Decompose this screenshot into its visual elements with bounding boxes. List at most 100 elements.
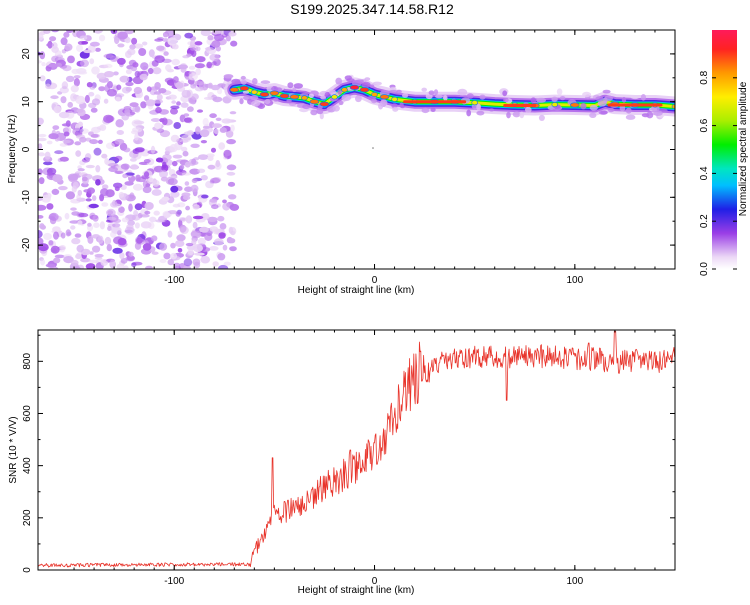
- noise-speckle: [117, 31, 128, 40]
- spectrogram-ylabel: Frequency (Hz): [7, 115, 18, 184]
- noise-speckle: [119, 252, 125, 260]
- ridge-peak: [551, 102, 559, 108]
- noise-speckle: [150, 145, 156, 154]
- noise-speckle: [45, 83, 52, 90]
- noise-speckle: [185, 205, 191, 211]
- noise-speckle: [134, 222, 140, 229]
- noise-speckle: [183, 131, 194, 136]
- ridge-halo-speck: [319, 112, 324, 120]
- noise-speckle: [113, 71, 119, 76]
- noise-speckle: [188, 73, 198, 81]
- noise-speckle: [212, 261, 219, 267]
- ridge-peak: [471, 100, 479, 106]
- noise-speckle: [218, 142, 226, 150]
- noise-speckle: [124, 50, 132, 59]
- noise-speckle: [138, 48, 147, 56]
- x-tick-label: 0: [372, 275, 378, 286]
- noise-speckle: [85, 198, 92, 202]
- noise-speckle: [229, 203, 240, 211]
- noise-speckle: [151, 189, 162, 196]
- noise-speckle: [159, 242, 168, 251]
- noise-speckle: [197, 109, 203, 113]
- noise-speckle: [45, 263, 56, 268]
- noise-speckle: [177, 202, 186, 208]
- noise-speckle: [190, 184, 199, 193]
- noise-speckle: [118, 191, 125, 198]
- noise-speckle: [93, 30, 103, 34]
- noise-speckle: [177, 64, 188, 70]
- noise-speckle: [114, 186, 120, 192]
- noise-speckle: [218, 264, 229, 269]
- spectrogram-noise-layer: [38, 30, 240, 269]
- ridge-halo-speck: [250, 95, 259, 101]
- x-tick-label: -100: [164, 275, 184, 286]
- noise-speckle: [139, 214, 150, 218]
- noise-speckle: [80, 257, 91, 263]
- noise-speckle: [222, 202, 231, 211]
- noise-speckle: [38, 152, 45, 157]
- noise-speckle: [170, 185, 179, 193]
- noise-speckle: [143, 171, 150, 178]
- snr-plot-area: [38, 330, 675, 570]
- ridge-halo-speck: [479, 94, 486, 100]
- noise-speckle: [116, 130, 125, 135]
- noise-speckle: [130, 158, 137, 162]
- noise-speckle: [191, 178, 198, 184]
- noise-speckle: [183, 258, 193, 267]
- noise-speckle: [222, 199, 227, 204]
- ridge-peak: [319, 101, 330, 107]
- noise-speckle: [131, 262, 137, 268]
- ridge-halo-speck: [337, 89, 343, 95]
- noise-speckle: [118, 206, 125, 213]
- noise-speckle: [154, 55, 165, 63]
- noise-speckle: [209, 246, 219, 251]
- noise-speckle: [90, 134, 99, 138]
- noise-speckle: [87, 187, 95, 194]
- noise-speckle: [81, 41, 89, 45]
- noise-speckle: [65, 111, 75, 119]
- noise-speckle: [192, 204, 200, 210]
- noise-speckle: [149, 216, 157, 223]
- noise-speckle: [202, 125, 211, 129]
- ridge-halo-speck: [421, 107, 430, 114]
- ridge-halo-speck: [400, 105, 406, 109]
- noise-speckle: [43, 232, 52, 241]
- ridge-halo-speck: [428, 90, 435, 95]
- noise-speckle: [72, 181, 79, 190]
- ridge-halo-speck: [402, 93, 409, 98]
- noise-speckle: [162, 154, 172, 161]
- noise-speckle: [134, 147, 145, 153]
- noise-speckle: [227, 181, 236, 187]
- noise-speckle: [190, 39, 196, 49]
- ridge-halo-speck: [320, 95, 327, 100]
- ridge-peak: [569, 102, 580, 108]
- noise-speckle: [195, 86, 204, 92]
- noise-speckle: [199, 129, 210, 138]
- noise-speckle: [53, 257, 61, 264]
- noise-speckle: [187, 106, 194, 112]
- ridge-peak: [251, 89, 258, 95]
- spectrogram-ridge-layer: [224, 74, 675, 121]
- ridge-halo-speck: [344, 75, 352, 81]
- ridge-halo-speck: [457, 88, 468, 96]
- ridge-halo-speck: [653, 110, 663, 116]
- ridge-halo-speck: [625, 114, 636, 120]
- noise-speckle: [38, 204, 47, 211]
- noise-speckle: [117, 57, 126, 65]
- noise-speckle: [193, 157, 200, 161]
- noise-speckle: [93, 222, 100, 228]
- x-tick-label: 100: [566, 576, 583, 587]
- noise-speckle: [106, 88, 117, 97]
- ridge-halo-speck: [595, 96, 604, 102]
- noise-speckle: [192, 258, 201, 266]
- noise-speckle: [129, 44, 136, 50]
- noise-speckle: [144, 95, 150, 102]
- colorbar-label: Normalized spectral amplitude: [738, 81, 749, 216]
- noise-speckle: [91, 66, 100, 75]
- noise-speckle: [152, 179, 160, 187]
- noise-speckle: [201, 213, 210, 220]
- noise-speckle: [189, 168, 200, 175]
- noise-speckle: [131, 214, 141, 221]
- noise-speckle: [114, 155, 123, 161]
- noise-speckle: [60, 245, 66, 251]
